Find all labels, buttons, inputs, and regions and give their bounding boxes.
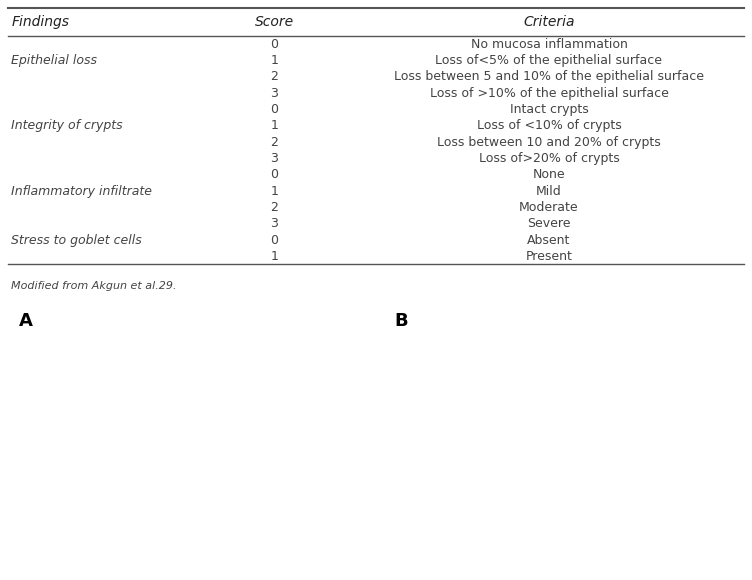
Text: Loss between 10 and 20% of crypts: Loss between 10 and 20% of crypts bbox=[437, 136, 661, 148]
Text: None: None bbox=[532, 168, 566, 182]
Text: 0: 0 bbox=[271, 38, 278, 51]
Text: Mild: Mild bbox=[536, 184, 562, 198]
Text: Absent: Absent bbox=[527, 234, 571, 246]
Text: 3: 3 bbox=[271, 87, 278, 100]
Text: Inflammatory infiltrate: Inflammatory infiltrate bbox=[11, 184, 152, 198]
Text: Severe: Severe bbox=[527, 218, 571, 230]
Text: Stress to goblet cells: Stress to goblet cells bbox=[11, 234, 142, 246]
Text: 1: 1 bbox=[271, 250, 278, 263]
Text: 3: 3 bbox=[271, 218, 278, 230]
Text: Intact crypts: Intact crypts bbox=[510, 103, 588, 116]
Text: 0: 0 bbox=[271, 103, 278, 116]
Text: Loss of <10% of crypts: Loss of <10% of crypts bbox=[477, 119, 621, 132]
Text: Present: Present bbox=[526, 250, 572, 263]
Text: No mucosa inflammation: No mucosa inflammation bbox=[471, 38, 627, 51]
Text: Moderate: Moderate bbox=[519, 201, 579, 214]
Text: Findings: Findings bbox=[11, 15, 69, 29]
Text: Loss of<5% of the epithelial surface: Loss of<5% of the epithelial surface bbox=[435, 54, 663, 67]
Text: A: A bbox=[19, 312, 32, 330]
Text: 0: 0 bbox=[271, 234, 278, 246]
Text: 1: 1 bbox=[271, 119, 278, 132]
Text: 1: 1 bbox=[271, 184, 278, 198]
Text: 0: 0 bbox=[271, 168, 278, 182]
Text: 2: 2 bbox=[271, 136, 278, 148]
Text: Epithelial loss: Epithelial loss bbox=[11, 54, 97, 67]
Text: 2: 2 bbox=[271, 201, 278, 214]
Text: Loss of>20% of crypts: Loss of>20% of crypts bbox=[478, 152, 620, 165]
Text: Integrity of crypts: Integrity of crypts bbox=[11, 119, 123, 132]
Text: Modified from Akgun et al.29.: Modified from Akgun et al.29. bbox=[11, 281, 177, 291]
Text: Loss of >10% of the epithelial surface: Loss of >10% of the epithelial surface bbox=[429, 87, 669, 100]
Text: Loss between 5 and 10% of the epithelial surface: Loss between 5 and 10% of the epithelial… bbox=[394, 70, 704, 84]
Text: B: B bbox=[395, 312, 408, 330]
Text: 2: 2 bbox=[271, 70, 278, 84]
Text: 1: 1 bbox=[271, 54, 278, 67]
Text: 3: 3 bbox=[271, 152, 278, 165]
Text: Score: Score bbox=[255, 15, 294, 29]
Text: Criteria: Criteria bbox=[523, 15, 575, 29]
